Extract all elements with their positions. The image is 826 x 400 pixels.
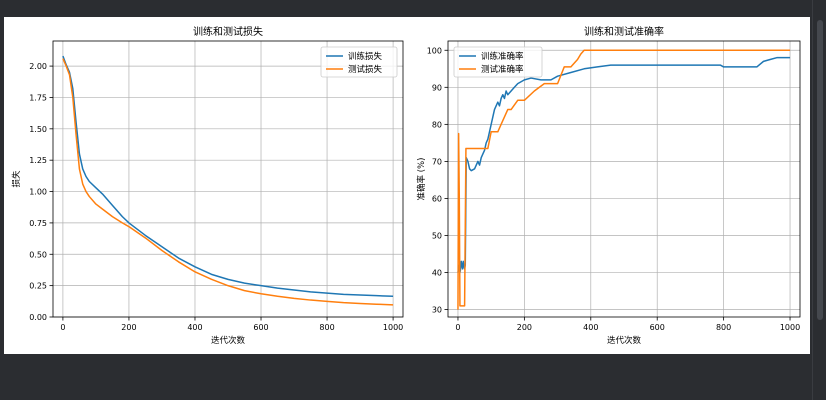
chart-1-ylabel: 损失 <box>11 170 22 188</box>
chart-1-ytick-label-7: 1.75 <box>29 93 47 102</box>
chart-1-ytick-label-1: 0.25 <box>29 282 47 291</box>
chart-2-ytick-label-0: 30 <box>432 306 442 315</box>
chart-1-ytick-label-6: 1.50 <box>29 125 47 134</box>
chart-1-xtick-label-3: 600 <box>253 323 268 332</box>
chart-1-ytick-label-5: 1.25 <box>29 156 47 165</box>
chart-2-xtick-label-4: 800 <box>716 323 731 332</box>
chart-1-xtick-label-1: 200 <box>121 323 136 332</box>
chart-2-ytick-label-5: 80 <box>432 120 442 129</box>
chart-2-ytick-label-7: 100 <box>427 46 442 55</box>
chart-2-ytick-label-4: 70 <box>432 157 442 166</box>
chart-2-series-2-line <box>457 49 791 310</box>
chart-2-ytick-label-2: 50 <box>432 231 442 240</box>
chart-1-ytick-label-3: 0.75 <box>29 219 47 228</box>
chart-1-title: 训练和测试损失 <box>193 25 263 38</box>
chart-2-title: 训练和测试准确率 <box>584 25 664 38</box>
chart-1-series-2-line <box>62 58 394 306</box>
chart-1-plot-frame <box>52 40 404 318</box>
scrollbar-thumb[interactable] <box>817 20 823 320</box>
chart-1-xlabel: 迭代次数 <box>211 335 246 346</box>
chart-2-plot-frame <box>447 40 801 318</box>
chart-2-xtick-label-5: 1000 <box>780 323 800 332</box>
chart-2-ytick-label-1: 40 <box>432 269 442 278</box>
chart-2-ytick-label-3: 60 <box>432 194 442 203</box>
figure-svg: 0 200 400 600 800 10000.000.250.500.751.001.2… <box>11 25 801 346</box>
chart-2-xtick-label-0: 0 <box>455 323 460 332</box>
chart-2-xtick-label-2: 400 <box>583 323 598 332</box>
chart-2-series-1-line <box>457 56 791 274</box>
chart-1-xtick-label-2: 400 <box>187 323 202 332</box>
chart-2-legend-label-1: 训练准确率 <box>481 51 524 62</box>
chart-2-ylabel: 准确率 (%) <box>416 158 427 201</box>
chart-2-ytick-label-6: 90 <box>432 83 442 92</box>
chart-2-xtick-label-1: 200 <box>517 323 532 332</box>
chart-2: 0 200 400 600 800 1000 30 40 50 60 70 80 90 100 训练和测试准… <box>416 25 801 346</box>
chart-1-ytick-label-8: 2.00 <box>29 62 47 71</box>
chart-1-xtick-label-0: 0 <box>60 323 65 332</box>
figure-canvas: 0 200 400 600 800 1000 0.00 0.25 0.50 0.75 1.00 1.2… <box>4 17 810 354</box>
chart-1: 0 200 400 600 800 1000 0.00 0.25 0.50 0.75 1.00 1.2… <box>11 25 404 346</box>
chart-2-xtick-label-3: 600 <box>650 323 665 332</box>
chart-1-ytick-label-0: 0.00 <box>29 313 47 322</box>
chart-1-series-1-line <box>62 55 394 298</box>
chart-2-legend-label-2: 测试准确率 <box>481 64 524 75</box>
vertical-scrollbar[interactable] <box>812 0 826 400</box>
chart-2-xlabel: 迭代次数 <box>607 335 642 346</box>
chart-1-ytick-label-2: 0.50 <box>29 250 47 259</box>
chart-1-xtick-label-5: 1000 <box>383 323 403 332</box>
chart-1-legend-label-2: 测试损失 <box>348 64 383 75</box>
chart-1-legend-label-1: 训练损失 <box>348 51 383 62</box>
chart-1-xtick-label-4: 800 <box>319 323 334 332</box>
chart-1-ytick-label-4: 1.00 <box>29 188 47 197</box>
